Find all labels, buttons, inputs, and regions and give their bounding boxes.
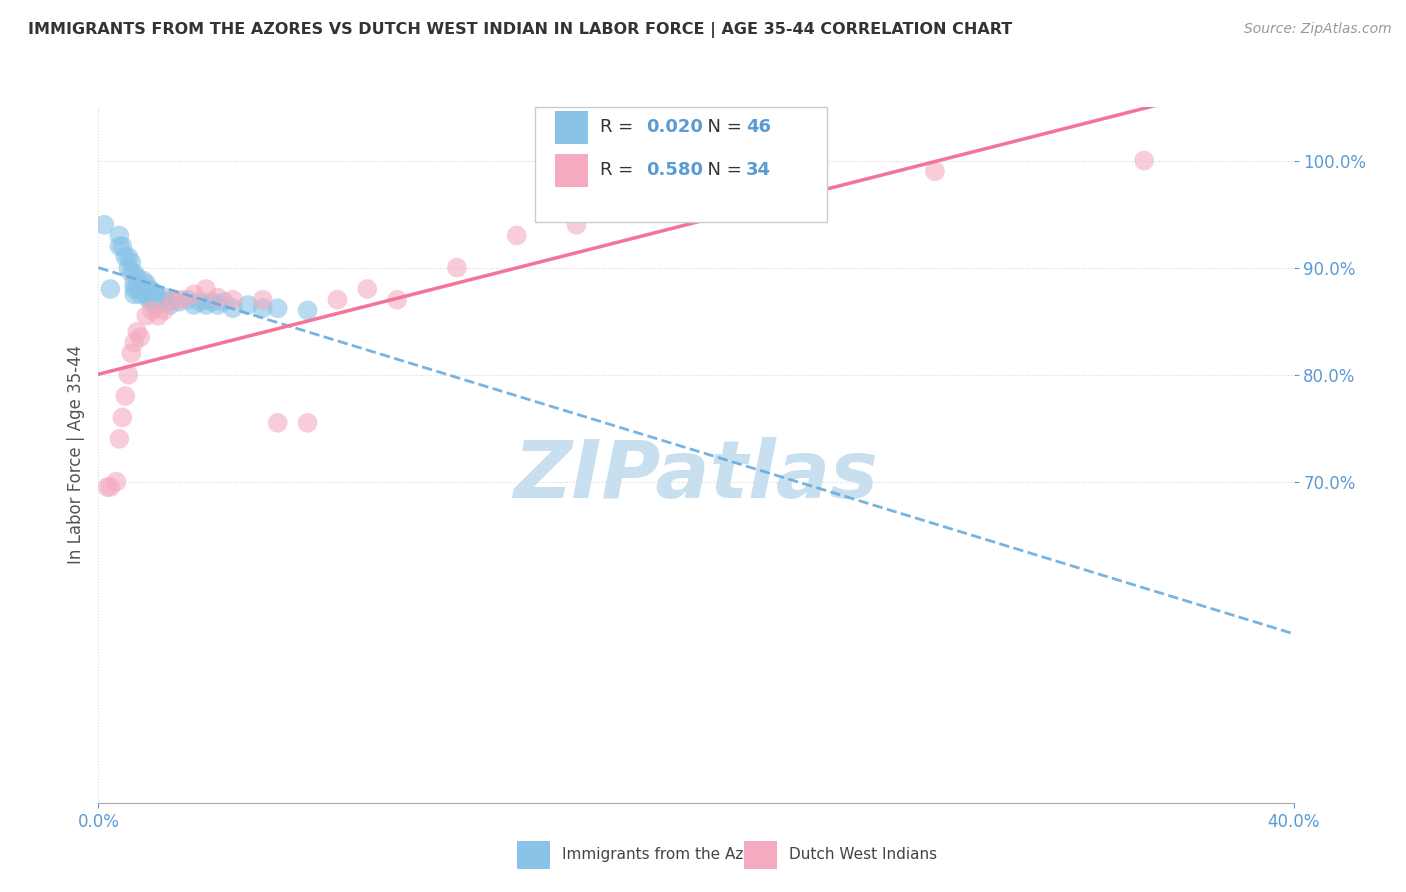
Text: 0.580: 0.580 bbox=[645, 161, 703, 179]
Point bbox=[356, 282, 378, 296]
Point bbox=[207, 291, 229, 305]
Point bbox=[124, 266, 146, 280]
Text: Immigrants from the Azores: Immigrants from the Azores bbox=[562, 847, 776, 863]
Point bbox=[127, 282, 149, 296]
Text: 0.020: 0.020 bbox=[645, 119, 703, 136]
Point bbox=[124, 287, 146, 301]
Text: 34: 34 bbox=[747, 161, 770, 179]
Point bbox=[159, 298, 181, 312]
Text: R =: R = bbox=[600, 119, 640, 136]
Point bbox=[108, 239, 131, 253]
Point bbox=[252, 293, 274, 307]
Text: 46: 46 bbox=[747, 119, 770, 136]
Point bbox=[804, 175, 827, 189]
Text: ZIPatlas: ZIPatlas bbox=[513, 437, 879, 515]
Point bbox=[153, 291, 176, 305]
Point bbox=[111, 239, 134, 253]
Point bbox=[183, 298, 205, 312]
Point bbox=[177, 293, 200, 307]
Point bbox=[446, 260, 468, 275]
Point bbox=[124, 277, 146, 291]
Point bbox=[326, 293, 349, 307]
Text: Dutch West Indians: Dutch West Indians bbox=[789, 847, 938, 863]
Point bbox=[194, 298, 217, 312]
Point bbox=[194, 282, 217, 296]
Point bbox=[297, 416, 319, 430]
Point bbox=[183, 287, 205, 301]
Point bbox=[162, 293, 184, 307]
Text: R =: R = bbox=[600, 161, 640, 179]
Text: N =: N = bbox=[696, 161, 748, 179]
Point bbox=[135, 277, 157, 291]
Point bbox=[98, 480, 122, 494]
Point bbox=[96, 480, 118, 494]
Point bbox=[267, 416, 290, 430]
Point bbox=[222, 301, 245, 316]
Point bbox=[114, 250, 136, 264]
Point bbox=[117, 250, 139, 264]
Y-axis label: In Labor Force | Age 35-44: In Labor Force | Age 35-44 bbox=[66, 345, 84, 565]
Point bbox=[98, 282, 122, 296]
Point bbox=[924, 164, 946, 178]
Point bbox=[565, 218, 588, 232]
Point bbox=[222, 293, 245, 307]
FancyBboxPatch shape bbox=[744, 841, 778, 869]
Point bbox=[124, 335, 146, 350]
Point bbox=[252, 301, 274, 316]
Point bbox=[93, 218, 115, 232]
Point bbox=[143, 298, 166, 312]
Text: IMMIGRANTS FROM THE AZORES VS DUTCH WEST INDIAN IN LABOR FORCE | AGE 35-44 CORRE: IMMIGRANTS FROM THE AZORES VS DUTCH WEST… bbox=[28, 22, 1012, 38]
Point bbox=[148, 309, 170, 323]
Point bbox=[141, 303, 163, 318]
Point bbox=[201, 294, 224, 309]
Point bbox=[117, 368, 139, 382]
Point bbox=[127, 325, 149, 339]
Point bbox=[132, 273, 155, 287]
Text: N =: N = bbox=[696, 119, 748, 136]
Point bbox=[167, 294, 190, 309]
Point bbox=[117, 260, 139, 275]
Point bbox=[297, 303, 319, 318]
Point bbox=[105, 475, 128, 489]
Point bbox=[120, 266, 142, 280]
Point bbox=[138, 282, 160, 296]
Point bbox=[108, 432, 131, 446]
Text: Source: ZipAtlas.com: Source: ZipAtlas.com bbox=[1244, 22, 1392, 37]
Point bbox=[129, 330, 152, 344]
Point bbox=[685, 196, 707, 211]
Point bbox=[141, 294, 163, 309]
Point bbox=[120, 346, 142, 360]
Point bbox=[267, 301, 290, 316]
Point bbox=[162, 293, 184, 307]
FancyBboxPatch shape bbox=[555, 111, 589, 144]
Point bbox=[153, 303, 176, 318]
Point bbox=[138, 293, 160, 307]
Point bbox=[135, 287, 157, 301]
Point bbox=[143, 287, 166, 301]
Point bbox=[127, 271, 149, 285]
Point bbox=[124, 282, 146, 296]
Point bbox=[129, 287, 152, 301]
Point bbox=[506, 228, 529, 243]
Point bbox=[150, 294, 173, 309]
Point bbox=[111, 410, 134, 425]
Point bbox=[188, 294, 211, 309]
FancyBboxPatch shape bbox=[517, 841, 550, 869]
Point bbox=[156, 294, 179, 309]
FancyBboxPatch shape bbox=[534, 107, 827, 222]
Point bbox=[1133, 153, 1156, 168]
Point bbox=[207, 298, 229, 312]
Point bbox=[135, 309, 157, 323]
Point bbox=[212, 294, 235, 309]
Point bbox=[132, 284, 155, 298]
Point bbox=[172, 293, 194, 307]
Point bbox=[141, 284, 163, 298]
Point bbox=[236, 298, 259, 312]
Point bbox=[120, 255, 142, 269]
Point bbox=[114, 389, 136, 403]
FancyBboxPatch shape bbox=[555, 153, 589, 187]
Point bbox=[148, 291, 170, 305]
Point bbox=[385, 293, 409, 307]
Point bbox=[108, 228, 131, 243]
